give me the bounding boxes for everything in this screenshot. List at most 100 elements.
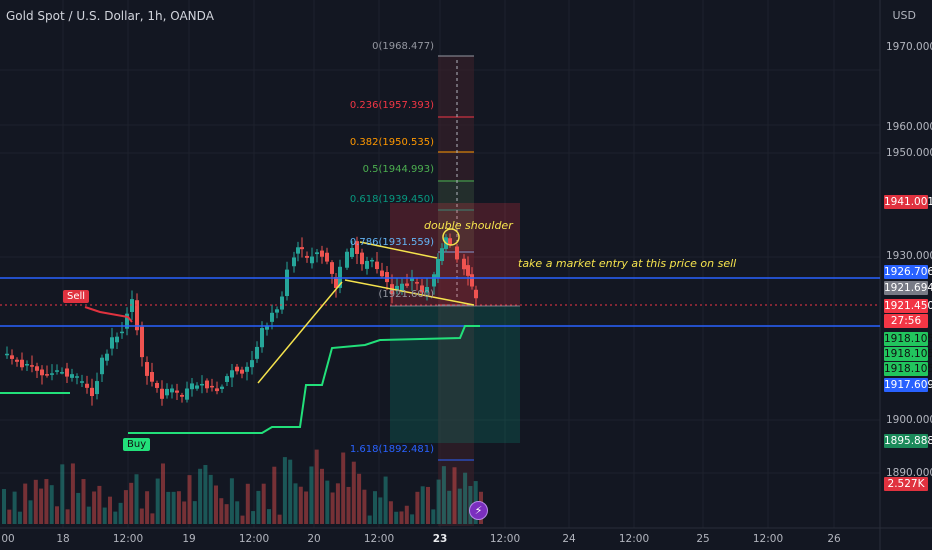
candle-body — [355, 241, 359, 254]
candle-body — [440, 248, 444, 262]
volume-bar — [367, 515, 372, 524]
volume-bar — [229, 478, 234, 524]
candle-body — [175, 390, 179, 393]
volume-bar — [39, 488, 44, 524]
volume-bar — [245, 483, 250, 524]
volume-bar — [410, 514, 415, 524]
volume-bar — [251, 511, 256, 524]
volume-bar — [293, 483, 298, 524]
volume-bar — [463, 472, 468, 524]
volume-bar — [341, 452, 346, 524]
sell-signal-marker[interactable]: Sell — [63, 290, 90, 303]
candle-body — [305, 255, 309, 258]
candle-body — [315, 252, 319, 255]
volume-tag: 2.527K — [884, 477, 928, 491]
volume-bar — [187, 475, 192, 524]
lightning-bolt-icon[interactable]: ⚡ — [469, 501, 488, 520]
volume-bar — [399, 511, 404, 524]
candle-body — [405, 283, 409, 286]
candle-body — [420, 285, 424, 293]
volume-bar — [182, 501, 187, 524]
price-tick: 1960.000 — [886, 121, 932, 133]
fib-level-1[interactable]: (1921.600) — [378, 289, 434, 300]
volume-bar — [203, 465, 208, 524]
candle-body — [455, 246, 459, 260]
volume-bar — [113, 511, 118, 524]
candle-body — [330, 262, 334, 274]
price-tag-target: 1895.888 — [884, 434, 932, 448]
candle-body — [215, 388, 219, 392]
candle-body — [245, 366, 249, 372]
volume-bar — [176, 491, 181, 524]
candle-body — [448, 238, 452, 245]
currency-label[interactable]: USD — [892, 9, 916, 22]
volume-bar — [12, 491, 17, 524]
candle-body — [415, 282, 419, 284]
volume-bar — [362, 489, 367, 524]
candle-body — [334, 276, 338, 288]
volume-bar — [404, 505, 409, 524]
candle-body — [65, 368, 69, 377]
trendline-neckline — [257, 281, 343, 384]
volume-bar — [457, 488, 462, 524]
fib-level-05[interactable]: 0.5(1944.993) — [362, 164, 434, 175]
volume-bar — [7, 509, 12, 524]
fib-level-0618[interactable]: 0.618(1939.450) — [349, 194, 434, 205]
candle-body — [265, 325, 269, 330]
volume-bar — [272, 466, 277, 524]
volume-bar — [214, 485, 218, 524]
candle-body — [470, 274, 474, 287]
candle-body — [160, 388, 164, 399]
fib-level-0786[interactable]: 0.786(1931.559) — [349, 237, 434, 248]
volume-bar — [118, 502, 123, 524]
reward-zone — [390, 306, 520, 443]
fib-level-1618[interactable]: 1.618(1892.481) — [349, 444, 434, 455]
time-label: 26 — [827, 533, 841, 545]
volume-bar — [388, 501, 393, 524]
candle-body — [320, 250, 324, 257]
candle-body — [190, 383, 194, 390]
supertrend-down — [84, 306, 133, 323]
candle-body — [155, 382, 159, 388]
volume-bar — [92, 491, 97, 524]
candle-body — [210, 385, 214, 388]
candle-body — [200, 383, 204, 386]
candle-body — [462, 258, 466, 270]
candle-body — [25, 364, 29, 366]
candle-body — [395, 285, 399, 290]
fib-level-0236[interactable]: 0.236(1957.393) — [349, 100, 434, 111]
volume-bar — [2, 489, 6, 524]
candle-body — [255, 346, 259, 359]
candle-body — [100, 357, 104, 375]
time-label: 12:00 — [363, 533, 395, 545]
price-tick: 1890.000 — [886, 467, 932, 479]
volume-bar — [208, 474, 213, 524]
candle-body — [15, 359, 19, 362]
time-label: 12:00 — [112, 533, 144, 545]
candle-body — [300, 247, 304, 250]
trendline-bottom — [344, 279, 475, 306]
pattern-annotation[interactable]: double shoulder — [424, 219, 513, 232]
time-label: 20 — [307, 533, 321, 545]
fib-level-0382[interactable]: 0.382(1950.535) — [349, 137, 434, 148]
time-label: 00 — [1, 533, 15, 545]
candle-body — [50, 373, 54, 375]
buy-signal-marker[interactable]: Buy — [123, 438, 151, 451]
symbol-title[interactable]: Gold Spot / U.S. Dollar, 1h, OANDA — [6, 9, 214, 23]
volume-bar — [81, 479, 86, 524]
candle-body — [360, 252, 364, 265]
volume-bar — [431, 509, 436, 524]
candle-body — [130, 299, 134, 312]
volume-bar — [394, 511, 399, 524]
fib-level-0[interactable]: 0(1968.477) — [372, 41, 434, 52]
candle-body — [260, 328, 264, 348]
volume-bar — [256, 490, 261, 524]
candle-body — [120, 331, 124, 334]
candle-body — [296, 247, 300, 254]
volume-bar — [65, 509, 70, 524]
price-tag-lower-line: 1917.609 — [884, 378, 932, 392]
entry-note[interactable]: take a market entry at this price on sel… — [518, 257, 737, 270]
time-label: 18 — [56, 533, 70, 545]
